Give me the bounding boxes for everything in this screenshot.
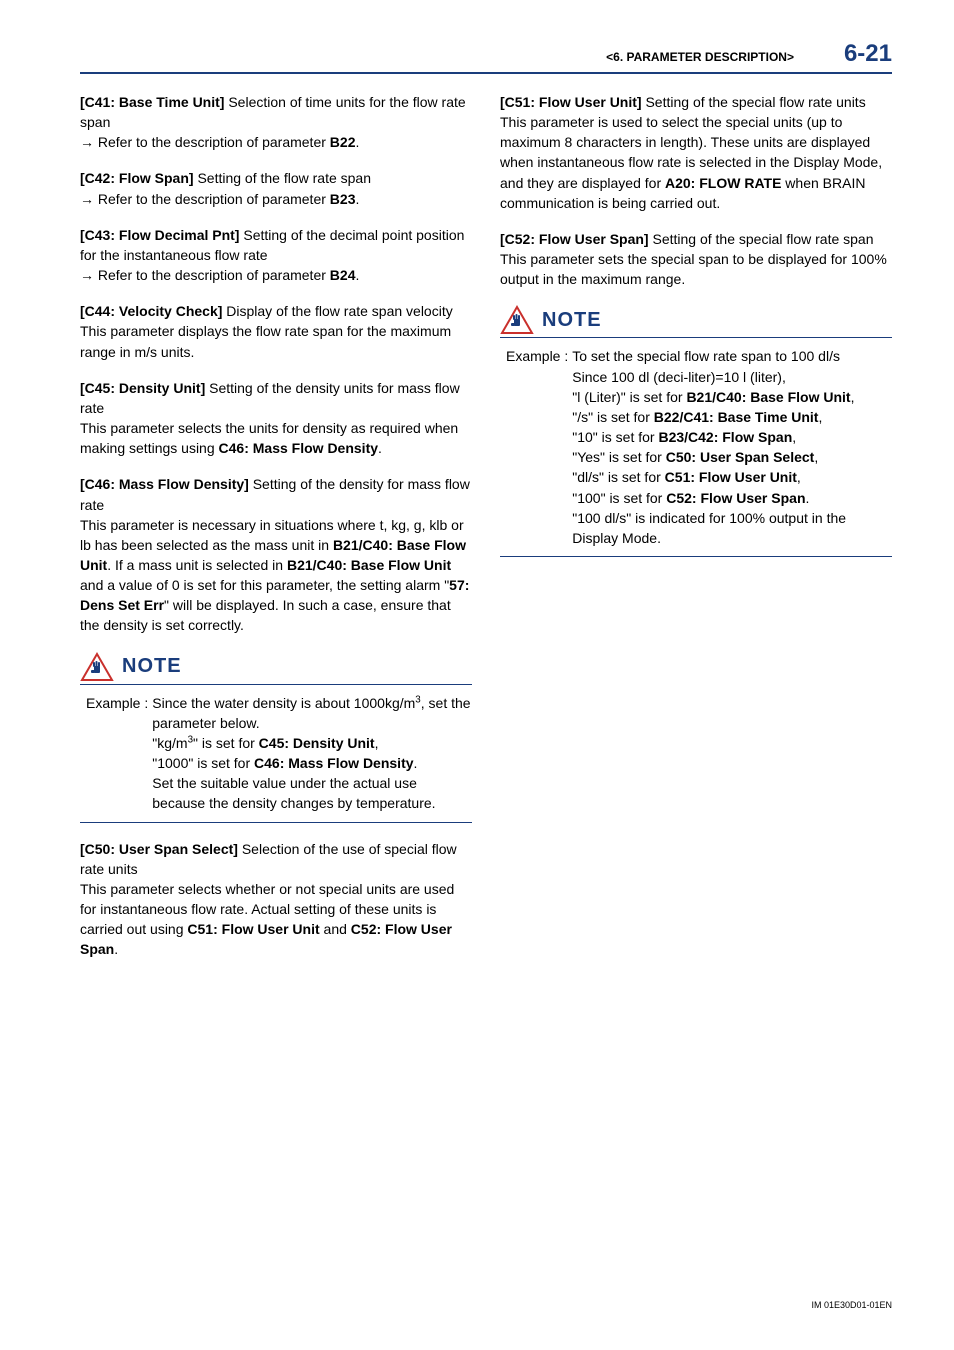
c43-lead: [C43: Flow Decimal Pnt] <box>80 227 239 243</box>
note1-body: Example : Since the water density is abo… <box>80 691 472 823</box>
header-section: <6. PARAMETER DESCRIPTION> <box>606 50 794 64</box>
param-c41: [C41: Base Time Unit] Selection of time … <box>80 92 472 152</box>
c52-tail: Setting of the special flow rate span <box>649 231 874 247</box>
note1-l3c: . <box>414 755 418 771</box>
content-columns: [C41: Base Time Unit] Selection of time … <box>80 92 892 975</box>
note1-title: NOTE <box>122 652 182 681</box>
note2-l6c: , <box>814 449 818 465</box>
note1-l3a: "1000" is set for <box>152 755 254 771</box>
note2-l1: To set the special flow rate span to 100… <box>572 348 840 364</box>
note2-l4a: "/s" is set for <box>572 409 654 425</box>
note2-l8c: . <box>806 490 810 506</box>
note1-l3b: C46: Mass Flow Density <box>254 755 414 771</box>
warning-icon <box>500 305 534 335</box>
param-c50: [C50: User Span Select] Selection of the… <box>80 839 472 960</box>
c52-lead: [C52: Flow User Span] <box>500 231 649 247</box>
note2-example-text: To set the special flow rate span to 100… <box>572 346 892 548</box>
note1-l2d: , <box>375 735 379 751</box>
c46-p2: . If a mass unit is selected in <box>107 557 287 573</box>
c41-ref-b: B22 <box>330 134 356 150</box>
note2-title: NOTE <box>542 306 602 335</box>
c42-ref-pre: → Refer to the description of parameter <box>80 191 330 207</box>
param-c42: [C42: Flow Span] Setting of the flow rat… <box>80 168 472 208</box>
note1-l4: Set the suitable value under the actual … <box>152 775 435 811</box>
c46-p2b1: B21/C40: Base Flow Unit <box>287 557 451 573</box>
c42-tail: Setting of the flow rate span <box>194 170 371 186</box>
c43-ref-pre: → Refer to the description of parameter <box>80 267 330 283</box>
c43-ref-post: . <box>355 267 359 283</box>
c44-lead: [C44: Velocity Check] <box>80 303 222 319</box>
note2-l5a: "10" is set for <box>572 429 658 445</box>
c41-ref-pre: → Refer to the description of parameter <box>80 134 330 150</box>
c46-lead: [C46: Mass Flow Density] <box>80 476 249 492</box>
c51-body-b: A20: FLOW RATE <box>665 175 781 191</box>
note2-l4c: , <box>818 409 822 425</box>
c42-ref-b: B23 <box>330 191 356 207</box>
note2-l8a: "100" is set for <box>572 490 666 506</box>
note2-l7a: "dl/s" is set for <box>572 469 664 485</box>
param-c52: [C52: Flow User Span] Setting of the spe… <box>500 229 892 289</box>
param-c44: [C44: Velocity Check] Display of the flo… <box>80 301 472 361</box>
note2-l6a: "Yes" is set for <box>572 449 665 465</box>
note2-l5b: B23/C42: Flow Span <box>658 429 792 445</box>
note2-body: Example : To set the special flow rate s… <box>500 344 892 557</box>
c51-lead: [C51: Flow User Unit] <box>500 94 642 110</box>
c41-lead: [C41: Base Time Unit] <box>80 94 224 110</box>
c45-lead: [C45: Density Unit] <box>80 380 205 396</box>
right-column: [C51: Flow User Unit] Setting of the spe… <box>500 92 892 975</box>
note2-l3a: "l (Liter)" is set for <box>572 389 686 405</box>
param-c51: [C51: Flow User Unit] Setting of the spe… <box>500 92 892 213</box>
c50-body-b1: C51: Flow User Unit <box>187 921 319 937</box>
note2-l3c: , <box>851 389 855 405</box>
c46-p3: and a value of 0 is set for this paramet… <box>80 577 449 593</box>
param-c45: [C45: Density Unit] Setting of the densi… <box>80 378 472 459</box>
c52-body: This parameter sets the special span to … <box>500 251 887 287</box>
c42-lead: [C42: Flow Span] <box>80 170 194 186</box>
param-c43: [C43: Flow Decimal Pnt] Setting of the d… <box>80 225 472 285</box>
note2-l5c: , <box>792 429 796 445</box>
note1-example-text: Since the water density is about 1000kg/… <box>152 693 472 814</box>
c41-ref-post: . <box>355 134 359 150</box>
note1-l1: Since the water density is about 1000kg/… <box>152 695 415 711</box>
note2-example-label: Example : <box>506 346 572 548</box>
note1-l2a: "kg/m <box>152 735 187 751</box>
note1-l2c: C45: Density Unit <box>259 735 375 751</box>
warning-icon <box>80 652 114 682</box>
note1-l2b: " is set for <box>193 735 259 751</box>
note2-header: NOTE <box>500 305 892 338</box>
c42-ref-post: . <box>355 191 359 207</box>
note2-l3b: B21/C40: Base Flow Unit <box>686 389 850 405</box>
c45-body-post: . <box>378 440 382 456</box>
page-header: <6. PARAMETER DESCRIPTION> 6-21 <box>80 40 892 74</box>
note2-l6b: C50: User Span Select <box>666 449 815 465</box>
note2-l7c: , <box>797 469 801 485</box>
c50-lead: [C50: User Span Select] <box>80 841 238 857</box>
note2-l9: "100 dl/s" is indicated for 100% output … <box>572 510 846 546</box>
header-page-number: 6-21 <box>844 40 892 68</box>
note2-l7b: C51: Flow User Unit <box>665 469 797 485</box>
note2-l8b: C52: Flow User Span <box>666 490 805 506</box>
note2-l2: Since 100 dl (deci-liter)=10 l (liter), <box>572 369 786 385</box>
c51-tail: Setting of the special flow rate units <box>642 94 866 110</box>
c44-tail: Display of the flow rate span velocity <box>222 303 452 319</box>
c45-body-b: C46: Mass Flow Density <box>219 440 379 456</box>
c44-body: This parameter displays the flow rate sp… <box>80 323 451 359</box>
note2-l4b: B22/C41: Base Time Unit <box>654 409 819 425</box>
c50-body-mid: and <box>320 921 351 937</box>
note1-example-label: Example : <box>86 693 152 814</box>
c43-ref-b: B24 <box>330 267 356 283</box>
left-column: [C41: Base Time Unit] Selection of time … <box>80 92 472 975</box>
c50-body-post: . <box>114 941 118 957</box>
footer-docid: IM 01E30D01-01EN <box>811 1300 892 1310</box>
param-c46: [C46: Mass Flow Density] Setting of the … <box>80 474 472 635</box>
note1-header: NOTE <box>80 652 472 685</box>
